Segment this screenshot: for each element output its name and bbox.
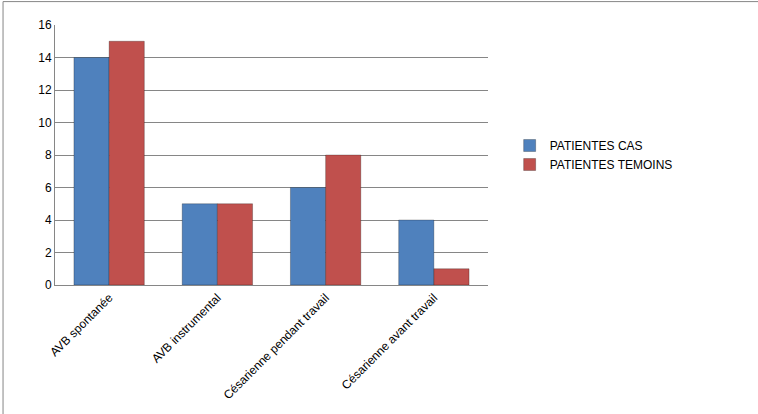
svg-text:12: 12	[38, 83, 52, 97]
svg-text:AVB instrumental: AVB instrumental	[149, 291, 224, 366]
svg-text:8: 8	[45, 148, 52, 162]
svg-text:PATIENTES CAS: PATIENTES CAS	[550, 139, 643, 153]
svg-text:Césarienne pendant travail: Césarienne pendant travail	[221, 291, 332, 402]
svg-text:14: 14	[38, 51, 52, 65]
svg-text:PATIENTES TEMOINS: PATIENTES TEMOINS	[550, 158, 673, 172]
svg-text:4: 4	[45, 213, 52, 227]
svg-text:10: 10	[38, 116, 52, 130]
svg-text:Césarienne avant travail: Césarienne avant travail	[339, 291, 440, 392]
svg-text:2: 2	[45, 246, 52, 260]
svg-text:AVB spontanée: AVB spontanée	[47, 291, 115, 359]
svg-text:0: 0	[45, 278, 52, 292]
svg-text:16: 16	[38, 18, 52, 32]
svg-text:6: 6	[45, 181, 52, 195]
